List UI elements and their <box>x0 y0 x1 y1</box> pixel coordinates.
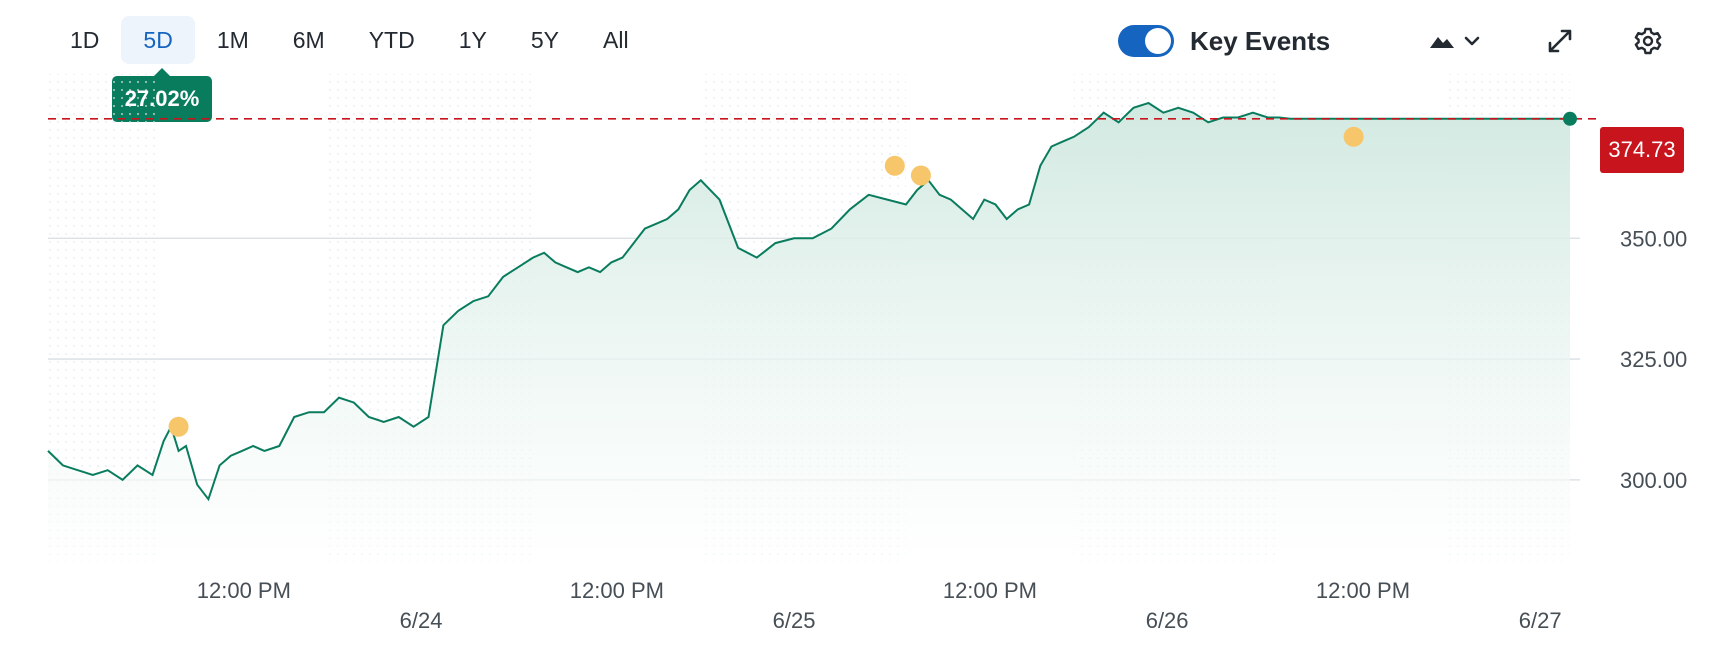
key-event-marker <box>910 165 931 186</box>
last-price-dot <box>1563 111 1577 126</box>
settings-button[interactable] <box>1628 20 1668 62</box>
y-tick-label: 300.00 <box>1620 468 1687 493</box>
x-time-label: 12:00 PM <box>197 578 291 603</box>
key-events-label: Key Events <box>1190 25 1331 56</box>
range-5y-button[interactable]: 5Y <box>530 26 559 53</box>
x-date-label: 6/27 <box>1519 608 1562 633</box>
toggle-knob <box>1145 28 1171 54</box>
x-time-label: 12:00 PM <box>943 578 1037 603</box>
range-selector: 1D 5D 1M 6M YTD 1Y 5Y All <box>48 16 651 64</box>
range-1d-button[interactable]: 1D <box>70 26 100 53</box>
y-tick-label: 325.00 <box>1620 347 1687 372</box>
range-1y-button[interactable]: 1Y <box>458 26 487 53</box>
y-tick-label: 350.00 <box>1620 226 1687 251</box>
key-event-marker <box>884 155 905 176</box>
range-ytd-button[interactable]: YTD <box>368 26 415 53</box>
x-date-label: 6/25 <box>773 608 816 633</box>
x-date-label: 6/24 <box>400 608 443 633</box>
x-time-label: 12:00 PM <box>570 578 664 603</box>
key-event-marker <box>1343 126 1364 147</box>
gear-icon <box>1634 27 1662 55</box>
expand-button[interactable] <box>1540 20 1580 62</box>
key-events-layer <box>168 126 1364 437</box>
x-time-label: 12:00 PM <box>1316 578 1410 603</box>
x-date-label: 6/26 <box>1146 608 1189 633</box>
y-axis: 300.00 325.00 350.00 <box>1620 226 1687 493</box>
chart-type-button[interactable] <box>1424 20 1488 62</box>
key-events-control: Key Events <box>1118 20 1330 62</box>
range-6m-button[interactable]: 6M <box>292 26 325 53</box>
range-5d-button[interactable]: 5D <box>121 16 195 64</box>
range-1m-button[interactable]: 1M <box>216 26 249 53</box>
current-price-tag: 374.73 <box>1600 127 1684 173</box>
chevron-down-icon <box>1464 36 1480 46</box>
mountain-chart-type-icon <box>1430 36 1480 48</box>
price-area <box>48 103 1570 562</box>
range-all-button[interactable]: All <box>603 26 629 53</box>
key-events-toggle[interactable] <box>1118 25 1174 57</box>
expand-icon <box>1548 29 1572 53</box>
key-event-marker <box>168 416 189 437</box>
x-axis: 12:00 PM 12:00 PM 12:00 PM 12:00 PM 6/24 6/25… <box>197 578 1562 633</box>
